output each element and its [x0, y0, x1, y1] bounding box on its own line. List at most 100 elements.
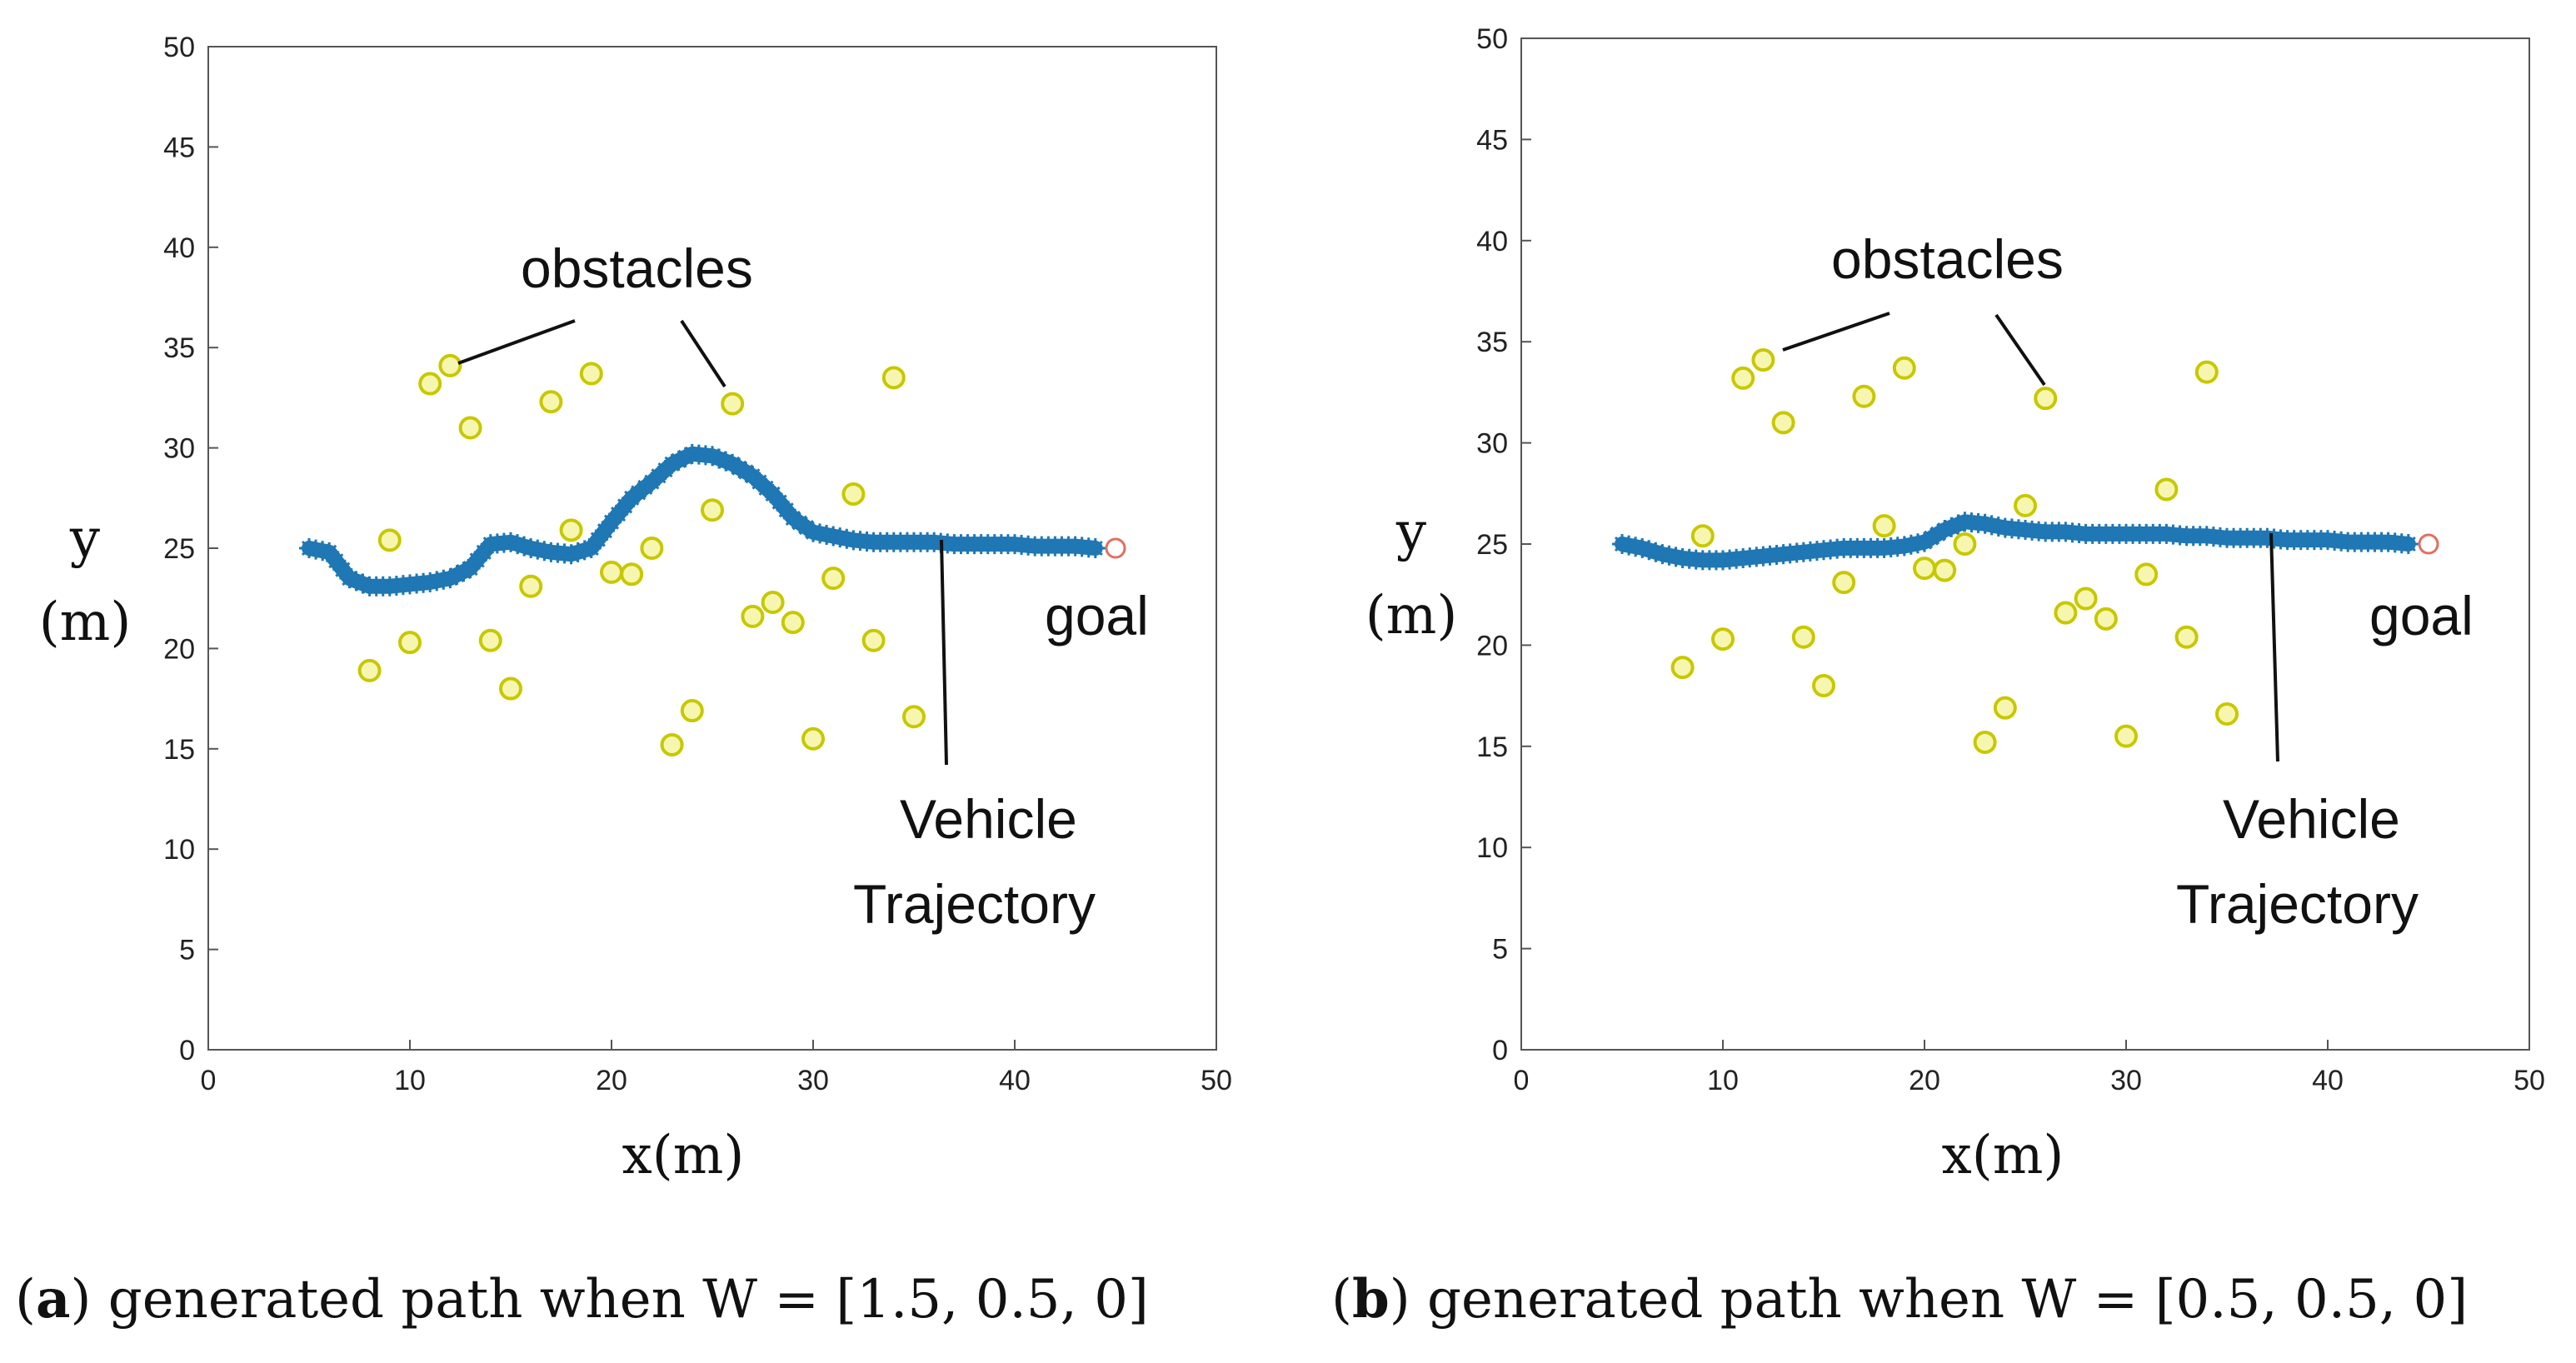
goal-label: goal [2369, 585, 2474, 647]
obstacle-point [519, 574, 543, 598]
trajectory-point [507, 534, 528, 555]
trajectory-point [816, 524, 837, 545]
obstacles-pointer-left [1782, 312, 1890, 352]
trajectory-point [1665, 547, 1686, 567]
y-tick-label: 20 [163, 633, 195, 665]
y-tick-label: 40 [1476, 226, 1508, 257]
x-tick-label: 20 [1909, 1065, 1940, 1096]
caption-b-text: ) generated path when W = [0.5, 0.5, 0] [1389, 1269, 2469, 1331]
obstacle-point [881, 366, 906, 390]
x-tick-label: 20 [596, 1065, 627, 1096]
obstacle-point [539, 390, 563, 414]
trajectory-point [661, 453, 682, 474]
trajectory-point [473, 542, 494, 562]
obstacle-point [741, 604, 765, 628]
obstacle-point [600, 560, 623, 584]
goal-marker [2418, 533, 2439, 555]
obstacle-point [377, 528, 402, 552]
y-tick-label: 45 [1476, 124, 1508, 156]
obstacle-point [418, 372, 442, 396]
y-tick-label: 40 [163, 232, 195, 264]
obstacle-point [2134, 562, 2159, 587]
trajectory-point [299, 538, 319, 558]
trajectory-point [594, 521, 615, 542]
trajectory-label-line2: Trajectory [853, 873, 1096, 935]
caption-b: (b) generated path when W = [0.5, 0.5, 0… [1331, 1268, 2469, 1331]
trajectory-point [332, 559, 353, 580]
trajectory-point [326, 551, 347, 572]
y-tick-label: 15 [163, 734, 195, 766]
obstacle-point [1953, 532, 1977, 556]
obstacle-point [458, 416, 482, 440]
y-tick-label: 35 [163, 332, 195, 364]
obstacles-pointer-right [680, 319, 726, 388]
trajectory-point [527, 539, 548, 560]
trajectory-point [352, 573, 373, 594]
trajectory-point [534, 541, 555, 562]
trajectory-point [1900, 534, 1921, 555]
trajectory-point [602, 512, 622, 532]
obstacle-point [1872, 514, 1896, 538]
obstacle-point [640, 537, 664, 560]
trajectory-point [709, 448, 730, 469]
trajectory-point [668, 450, 689, 471]
y-tick-label: 20 [1476, 630, 1508, 662]
obstacle-point [761, 591, 785, 615]
trajectory-point [1659, 545, 1680, 566]
obstacles-pointer-left [457, 319, 576, 365]
obstacles-label: obstacles [1831, 228, 2064, 290]
trajectory-point [581, 538, 602, 558]
caption-a-text: ) generated path when W = [1.5, 0.5, 0] [70, 1269, 1149, 1331]
obstacle-point [2034, 387, 2058, 411]
chart-panel-b: 0 10 20 30 40 50 0 5 10 15 20 25 30 35 40 45 50 obstacl… [1365, 23, 2545, 1186]
obstacle-point [680, 699, 704, 723]
trajectory-point [346, 571, 367, 592]
obstacle-point [478, 628, 502, 652]
x-tick-label: 0 [201, 1065, 217, 1096]
obstacle-point [2114, 724, 2138, 748]
trajectory-point [716, 451, 736, 472]
obstacle-point [499, 677, 522, 701]
trajectory-point [789, 512, 810, 533]
trajectory-point [810, 523, 831, 544]
trajectory-point [1974, 513, 1995, 534]
trajectory-point [453, 562, 474, 582]
trajectory-point [615, 496, 636, 517]
trajectory-pointer [940, 539, 948, 766]
x-tick-label: 40 [2312, 1065, 2344, 1096]
y-tick-label: 30 [163, 433, 195, 465]
trajectory-label-line1: Vehicle [900, 788, 1077, 850]
obstacle-point [2174, 625, 2199, 649]
trajectory-point [1652, 544, 1673, 565]
trajectory-point [501, 532, 521, 552]
x-axis-label: x(m) [622, 1125, 745, 1186]
trajectory-point [1612, 534, 1632, 554]
y-tick-label: 10 [163, 834, 195, 866]
x-tick-label: 50 [2514, 1065, 2545, 1096]
obstacle-point [438, 353, 462, 377]
y-tick-label: 0 [179, 1035, 195, 1066]
trajectory-point [1928, 523, 1949, 544]
trajectory-point [762, 483, 783, 504]
x-tick-label: 30 [2110, 1065, 2142, 1096]
trajectory-point [1934, 520, 1955, 541]
x-tick-label: 40 [999, 1065, 1031, 1096]
trajectory-point [608, 504, 629, 525]
trajectory-point [447, 565, 467, 586]
trajectory-point [1915, 532, 1934, 552]
obstacle-point [841, 482, 866, 506]
obstacles-label: obstacles [521, 237, 753, 299]
trajectory-point [312, 541, 333, 562]
y-axis-label-top: y [1395, 502, 1426, 563]
obstacle-point [821, 567, 846, 591]
trajectory-point [722, 453, 743, 474]
trajectory-point [427, 571, 447, 592]
trajectory-point [1921, 527, 1942, 548]
trajectory-point [1948, 514, 1969, 535]
trajectory-point [1632, 537, 1653, 558]
obstacle-point [559, 518, 583, 542]
obstacles-pointer-right [1994, 313, 2046, 387]
obstacle-point [1670, 656, 1695, 680]
trajectory-point [1619, 535, 1640, 556]
trajectory-point [776, 500, 796, 521]
